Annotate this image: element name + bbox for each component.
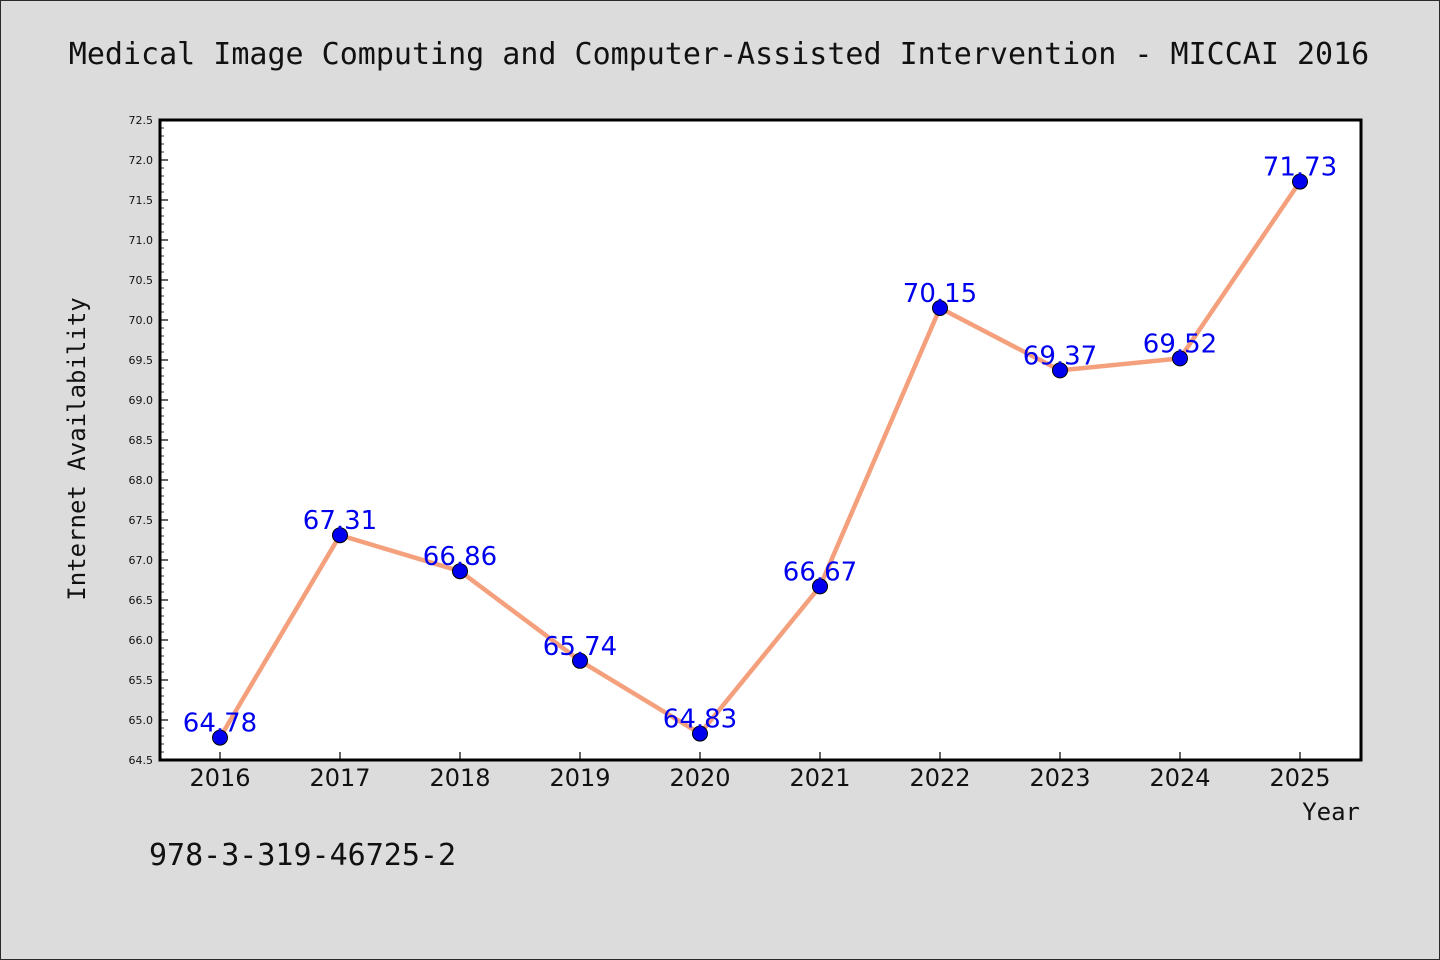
data-point xyxy=(1052,362,1068,379)
y-tick-label: 66.5 xyxy=(129,594,154,607)
y-tick-label: 67.0 xyxy=(129,554,154,567)
x-tick-label: 2018 xyxy=(429,764,490,792)
y-tick-label: 65.5 xyxy=(129,674,154,687)
data-labels: 64.78 67.31 66.86 65.74 64.83 66.67 70.15 69.37… xyxy=(183,153,1337,739)
x-tick-label: 2025 xyxy=(1269,764,1330,792)
isbn-footnote: 978-3-319-46725-2 xyxy=(149,838,456,873)
x-tick-label: 2017 xyxy=(309,764,370,792)
x-tick-label: 2020 xyxy=(669,764,730,792)
data-point xyxy=(572,652,588,669)
y-tick-label: 69.0 xyxy=(129,394,154,407)
y-tick-label: 66.0 xyxy=(129,634,154,647)
data-label: 69.37 xyxy=(1023,341,1097,371)
data-label: 66.86 xyxy=(423,542,497,572)
x-axis-label: Year xyxy=(1302,798,1360,826)
data-point xyxy=(692,725,708,742)
data-label: 66.67 xyxy=(783,557,857,587)
y-tick-label: 70.5 xyxy=(129,274,154,287)
y-axis-label: Internet Availability xyxy=(63,297,91,600)
x-axis: 2016 2017 2018 2019 2020 2021 2022 2023 2024 2025 xyxy=(189,752,1331,792)
data-point xyxy=(932,300,948,316)
plot-area xyxy=(158,118,1363,762)
y-tick-label: 72.0 xyxy=(129,154,154,167)
data-label: 64.83 xyxy=(663,705,737,735)
data-point xyxy=(1172,350,1188,367)
series-line-path xyxy=(217,179,1303,740)
y-tick-label: 71.5 xyxy=(129,194,154,207)
chart-title: Medical Image Computing and Computer-Ass… xyxy=(69,37,1369,72)
y-tick-label: 65.0 xyxy=(129,714,154,727)
y-tick-label: 71.0 xyxy=(129,234,154,247)
data-point xyxy=(452,563,468,580)
y-axis: 64.5 65.0 65.5 66.0 66.5 67.0 67.5 68.0 68.5 69.0… xyxy=(129,114,168,767)
y-tick-label: 67.5 xyxy=(129,514,154,527)
y-tick-label: 68.0 xyxy=(129,474,154,487)
data-point xyxy=(332,527,348,544)
data-point xyxy=(212,729,228,746)
y-tick-label: 68.5 xyxy=(129,434,154,447)
x-tick-label: 2023 xyxy=(1029,764,1090,792)
y-tick-label: 64.5 xyxy=(129,754,154,767)
data-label: 67.31 xyxy=(303,506,377,536)
data-point xyxy=(1292,173,1308,190)
x-tick-label: 2021 xyxy=(789,764,850,792)
data-label: 64.78 xyxy=(183,709,257,739)
series-line xyxy=(212,173,1308,746)
y-tick-label: 70.0 xyxy=(129,314,154,327)
data-label: 70.15 xyxy=(903,279,977,309)
y-tick-label: 72.5 xyxy=(129,114,154,127)
x-tick-label: 2024 xyxy=(1149,764,1210,792)
data-label: 65.74 xyxy=(543,632,617,662)
x-tick-label: 2016 xyxy=(189,764,250,792)
x-tick-label: 2022 xyxy=(909,764,970,792)
y-tick-label: 69.5 xyxy=(129,354,154,367)
x-tick-label: 2019 xyxy=(549,764,610,792)
data-label: 69.52 xyxy=(1143,329,1217,359)
data-label: 71.73 xyxy=(1263,153,1337,183)
data-point xyxy=(812,578,828,595)
